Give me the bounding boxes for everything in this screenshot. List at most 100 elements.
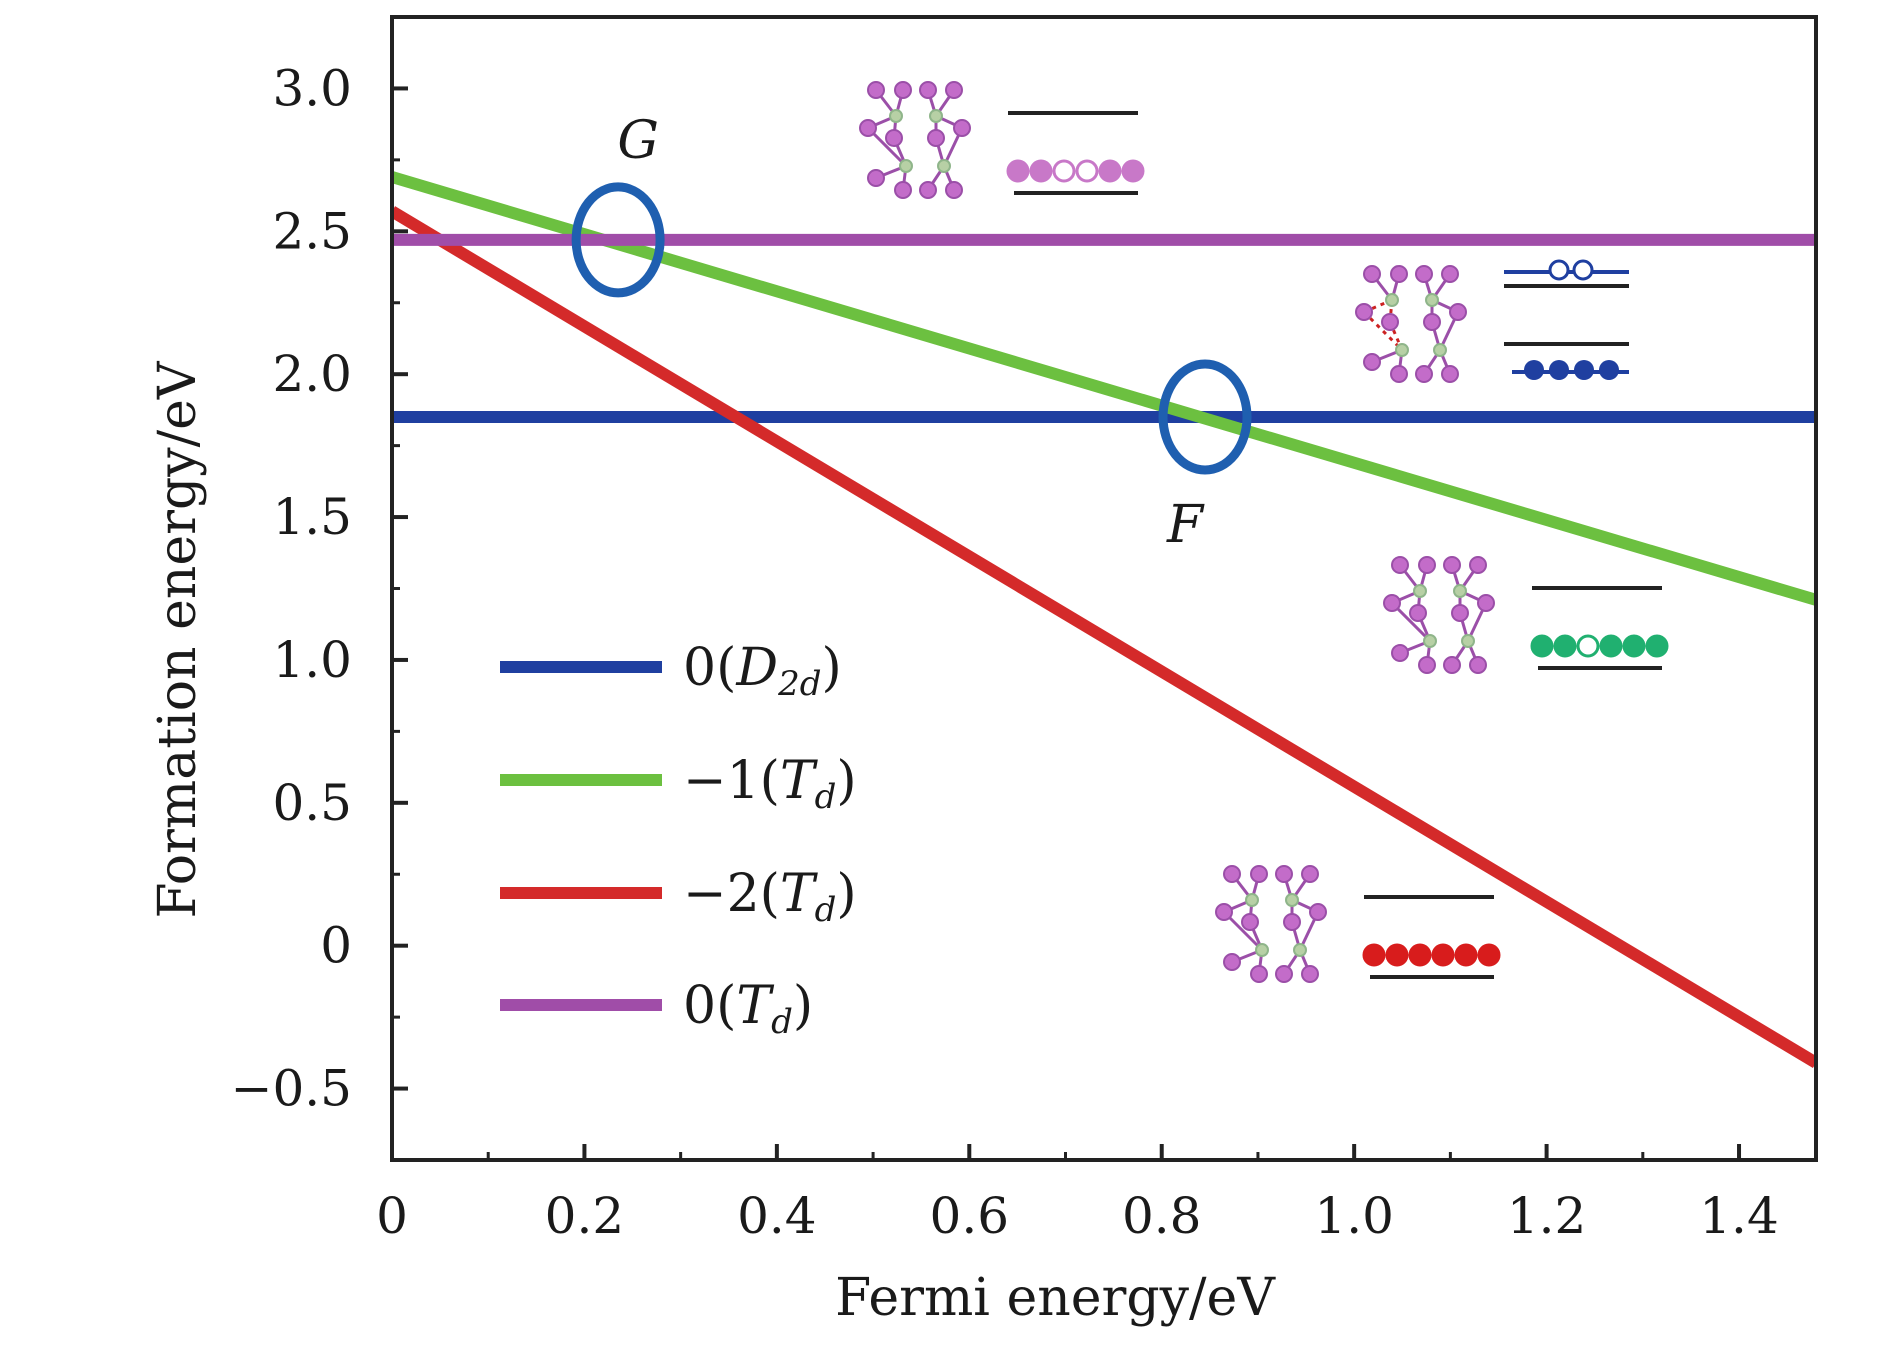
filled-state-dot — [1599, 634, 1623, 658]
ga-atom — [937, 159, 951, 173]
empty-state-dot — [1576, 634, 1600, 658]
ga-atom — [889, 109, 903, 123]
ga-atom — [1293, 943, 1307, 957]
legend-label-0: 0(D2d) — [683, 638, 842, 704]
se-atom — [1391, 556, 1409, 574]
y-tick-label: 1.5 — [272, 488, 352, 546]
filled-state-dot — [1362, 943, 1386, 967]
filled-state-dot — [1006, 159, 1030, 183]
filled-state-dot — [1454, 943, 1478, 967]
se-atom — [1441, 365, 1459, 383]
series-line-1 — [392, 171, 1816, 606]
x-tick-label: 1.2 — [1507, 1187, 1587, 1245]
filled-state-dot — [1599, 360, 1619, 380]
ga-atom — [1385, 293, 1399, 307]
x-axis-title: Fermi energy/eV — [835, 1268, 1276, 1328]
legend-label-3: 0(Td) — [683, 976, 813, 1042]
se-atom — [919, 81, 937, 99]
ga-atom — [1413, 584, 1427, 598]
se-atom — [1391, 644, 1409, 662]
se-atom — [894, 181, 912, 199]
axes: 0 0.2 0.4 0.6 0.8 1.0 1.2 1.4 −0.5 0 0.5 1.0 1.5 2.0 2… — [231, 15, 1818, 1245]
se-atom — [927, 129, 945, 147]
filled-state-dot — [1121, 159, 1145, 183]
filled-state-dot — [1385, 943, 1409, 967]
se-atom — [1451, 604, 1469, 622]
filled-state-dot — [1408, 943, 1432, 967]
y-axis-title: Formation energy/eV — [148, 360, 208, 918]
x-tick-label: 0.2 — [545, 1187, 625, 1245]
inset-minus2-td — [1215, 865, 1501, 983]
ga-atom — [1255, 943, 1269, 957]
se-atom — [945, 81, 963, 99]
legend: 0(D2d) −1(Td) −2(Td) 0(Td) — [500, 638, 857, 1042]
se-atom — [1275, 965, 1293, 983]
y-tick-label: 2.5 — [272, 202, 352, 260]
empty-state-dot — [1548, 259, 1570, 281]
ga-atom — [1285, 893, 1299, 907]
se-atom — [1355, 303, 1373, 321]
se-atom — [1418, 556, 1436, 574]
x-tick-label: 0.4 — [737, 1187, 817, 1245]
filled-state-dot — [1431, 943, 1455, 967]
se-atom — [1423, 313, 1441, 331]
series-line-2 — [392, 206, 1816, 1068]
filled-state-dot — [1477, 943, 1501, 967]
inset-0-td — [859, 81, 1145, 199]
ga-atom — [1425, 293, 1439, 307]
filled-state-dot — [1549, 360, 1569, 380]
se-atom — [1309, 903, 1327, 921]
se-atom — [867, 81, 885, 99]
se-atom — [885, 129, 903, 147]
ga-atom — [1453, 584, 1467, 598]
filled-state-dot — [1524, 360, 1544, 380]
ga-atom — [1395, 343, 1409, 357]
se-atom — [1477, 594, 1495, 612]
se-atom — [1223, 953, 1241, 971]
se-atom — [1383, 594, 1401, 612]
se-atom — [1250, 965, 1268, 983]
se-atom — [1390, 365, 1408, 383]
se-atom — [1363, 265, 1381, 283]
se-atom — [867, 169, 885, 187]
x-tick-label: 1.0 — [1314, 1187, 1394, 1245]
se-atom — [919, 181, 937, 199]
ga-atom — [1433, 343, 1447, 357]
x-tick-label: 0 — [376, 1187, 408, 1245]
legend-label-2: −2(Td) — [683, 864, 857, 930]
se-atom — [1275, 865, 1293, 883]
ga-atom — [1423, 634, 1437, 648]
filled-state-dot — [1645, 634, 1669, 658]
filled-state-dot — [1622, 634, 1646, 658]
y-tick-label: 0 — [320, 917, 352, 975]
se-atom — [1469, 556, 1487, 574]
se-atom — [1301, 965, 1319, 983]
y-tick-label: −0.5 — [231, 1060, 352, 1118]
se-atom — [953, 119, 971, 137]
se-atom — [1301, 865, 1319, 883]
series-lines — [392, 171, 1816, 1068]
se-atom — [1390, 265, 1408, 283]
crossing-label-F: F — [1166, 495, 1205, 555]
inset-minus1-td — [1383, 556, 1669, 674]
se-atom — [1418, 656, 1436, 674]
se-atom — [1415, 365, 1433, 383]
se-atom — [1241, 913, 1259, 931]
y-tick-label: 1.0 — [272, 631, 352, 689]
crossing-marker-F — [1158, 359, 1252, 475]
legend-label-1: −1(Td) — [683, 751, 857, 817]
y-tick-label: 2.0 — [272, 345, 352, 403]
empty-state-dot — [1052, 159, 1076, 183]
se-atom — [1469, 656, 1487, 674]
ga-atom — [1461, 634, 1475, 648]
filled-state-dot — [1029, 159, 1053, 183]
x-tick-label: 0.8 — [1122, 1187, 1202, 1245]
y-tick-label: 0.5 — [272, 774, 352, 832]
se-atom — [1443, 656, 1461, 674]
se-atom — [1363, 353, 1381, 371]
y-tick-label: 3.0 — [272, 59, 352, 117]
se-atom — [1223, 865, 1241, 883]
x-tick-label: 1.4 — [1699, 1187, 1779, 1245]
